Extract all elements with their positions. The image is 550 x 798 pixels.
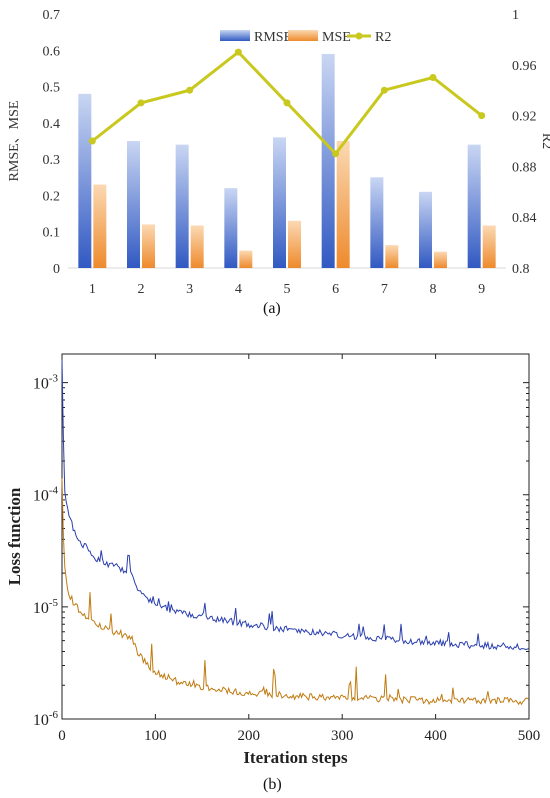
x-tick-label: 4 <box>235 282 242 297</box>
bar-rmse <box>175 144 189 268</box>
point-r2 <box>332 150 340 158</box>
legend-swatch-mse <box>288 30 318 41</box>
bar-rmse <box>224 188 238 268</box>
bar-mse <box>239 250 253 268</box>
y2-axis-title: R2 <box>539 133 550 149</box>
bar-mse <box>190 225 204 268</box>
x-tick-label: 5 <box>284 282 291 297</box>
chart-b: 0 100 200 300 400 500 10-6 10-5 10-4 10-3 Iteratio… <box>5 353 541 767</box>
point-r2 <box>88 137 96 145</box>
legend-label-r2: R2 <box>375 30 391 45</box>
x-tick-label: 1 <box>89 282 96 297</box>
y-tick-label: 10-3 <box>33 373 59 393</box>
x-tick-label: 200 <box>238 728 261 744</box>
x-tick-label: 300 <box>331 728 354 744</box>
legend: RMSE MSE R2 <box>220 30 391 45</box>
plot-frame <box>61 353 530 720</box>
x-tick-label: 2 <box>138 282 145 297</box>
legend-swatch-rmse <box>220 30 250 41</box>
y-tick-label: 0.6 <box>43 44 61 59</box>
line-series-blue <box>61 359 529 651</box>
bar-mse <box>93 184 107 268</box>
x-tick-label: 6 <box>332 282 339 297</box>
bar-mse <box>142 224 155 268</box>
bar-mse <box>482 225 496 268</box>
point-r2 <box>186 86 194 94</box>
bar-mse <box>336 141 350 268</box>
y2-tick-label: 0.96 <box>512 59 537 74</box>
x-tick-label: 3 <box>186 282 193 297</box>
y-axis-title: Loss function <box>5 487 24 585</box>
y-tick-label: 10-5 <box>33 597 59 617</box>
y-tick-label: 0.7 <box>43 8 61 23</box>
bar-rmse <box>419 191 432 268</box>
bar-rmse <box>78 93 92 268</box>
x-tick-label: 500 <box>518 728 541 744</box>
y-axis-title: RMSE、MSE <box>7 101 22 182</box>
legend-label-rmse: RMSE <box>254 30 292 45</box>
y-tick-label: 0.1 <box>43 226 61 241</box>
x-tick-label: 7 <box>381 282 388 297</box>
line-series-orange <box>61 478 529 706</box>
bar-rmse <box>467 144 481 268</box>
bar-rmse <box>273 137 286 268</box>
x-tick-label: 100 <box>144 728 167 744</box>
x-tick-label: 400 <box>424 728 447 744</box>
point-r2 <box>380 86 388 94</box>
bar-mse <box>434 251 447 268</box>
panel-label-b: (b) <box>263 776 282 793</box>
point-r2 <box>283 99 291 107</box>
y-tick-label: 0.3 <box>43 153 61 168</box>
x-tick-label: 9 <box>478 282 485 297</box>
y2-tick-label: 0.88 <box>512 160 537 175</box>
bar-mse <box>385 245 399 268</box>
bar-rmse <box>321 53 335 268</box>
y2-tick-label: 1 <box>512 8 519 23</box>
point-r2 <box>234 48 242 56</box>
y2-tick-label: 0.8 <box>512 262 530 277</box>
y-tick-label: 0.4 <box>43 117 61 132</box>
x-tick-label: 0 <box>58 728 66 744</box>
y-tick-label: 10-4 <box>33 485 59 505</box>
point-r2 <box>429 74 437 81</box>
bar-rmse <box>370 177 384 268</box>
y-tick-label: 0 <box>53 262 60 277</box>
x-tick-label: 8 <box>430 282 437 297</box>
y2-tick-label: 0.84 <box>512 211 537 226</box>
point-r2 <box>137 99 145 107</box>
panel-label-a: (a) <box>263 300 281 317</box>
bar-mse <box>288 220 301 268</box>
y-tick-label: 0.2 <box>43 189 61 204</box>
point-r2 <box>478 112 486 120</box>
chart-a: 0 0.1 0.2 0.3 0.4 0.5 0.6 0.7 0.8 0.84 0.88 0.92 0.9… <box>7 8 550 297</box>
y2-tick-label: 0.92 <box>512 110 537 125</box>
y-tick-label: 0.5 <box>43 81 61 96</box>
y-tick-label: 10-6 <box>33 709 59 729</box>
legend-label-mse: MSE <box>322 30 351 45</box>
x-axis-title: Iteration steps <box>243 748 348 767</box>
bar-rmse <box>127 141 140 268</box>
legend-marker-r2 <box>355 32 363 40</box>
